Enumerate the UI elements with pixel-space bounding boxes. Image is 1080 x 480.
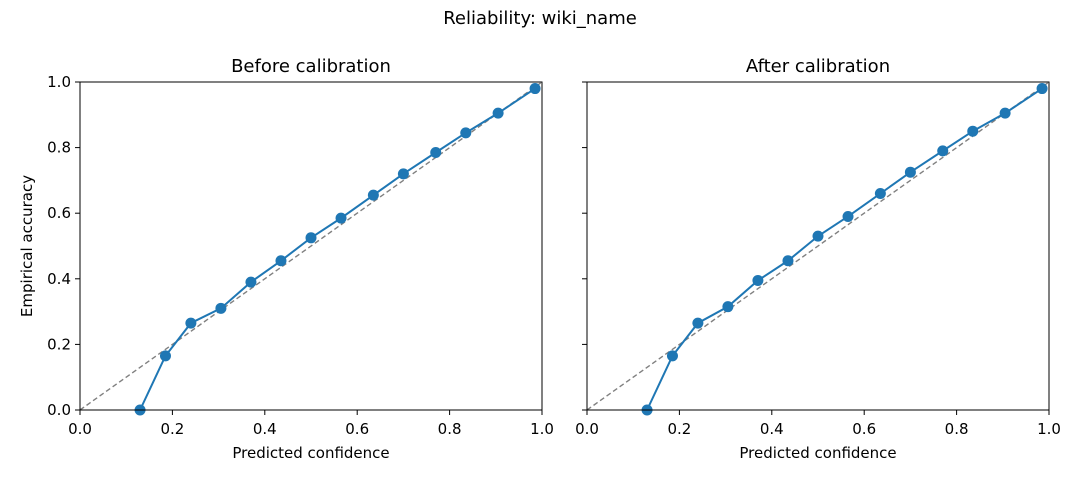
data-point <box>215 302 227 314</box>
data-point <box>692 317 704 329</box>
data-point <box>335 212 347 224</box>
data-point <box>430 147 442 159</box>
x-tick-label: 0.8 <box>945 420 969 438</box>
panel-title: Before calibration <box>231 56 391 77</box>
figure-title: Reliability: wiki_name <box>443 8 637 29</box>
x-tick-label: 0.0 <box>68 420 92 438</box>
data-point <box>245 276 257 288</box>
y-tick-label: 0.6 <box>47 204 71 222</box>
y-tick-label: 0.4 <box>47 270 71 288</box>
data-point <box>367 189 379 201</box>
x-tick-label: 0.6 <box>345 420 369 438</box>
plot-frame <box>586 81 1050 411</box>
x-tick-label: 0.8 <box>438 420 462 438</box>
x-tick-label: 0.6 <box>852 420 876 438</box>
panel-title: After calibration <box>746 56 890 77</box>
data-point <box>397 168 409 180</box>
data-point <box>666 350 678 362</box>
data-point <box>1036 83 1048 95</box>
y-axis-label: Empirical accuracy <box>18 175 36 317</box>
data-point <box>529 83 541 95</box>
reliability-curve <box>646 87 1043 411</box>
plot-frame <box>79 81 543 411</box>
data-point <box>722 301 734 313</box>
data-point <box>185 317 197 329</box>
data-point <box>937 145 949 157</box>
x-tick-label: 0.0 <box>575 420 599 438</box>
data-point <box>492 107 504 119</box>
data-point <box>305 232 317 244</box>
y-tick-label: 0.0 <box>47 401 71 419</box>
y-tick-label: 0.8 <box>47 139 71 157</box>
panel-after-calibration: After calibration Predicted confidence 0… <box>575 56 1061 462</box>
data-point <box>812 230 824 242</box>
data-point <box>904 166 916 178</box>
x-tick-label: 0.4 <box>253 420 277 438</box>
data-point <box>275 255 287 267</box>
x-tick-label: 1.0 <box>1037 420 1061 438</box>
x-tick-label: 1.0 <box>530 420 554 438</box>
reliability-curve <box>139 87 536 411</box>
perfect-calibration-line <box>586 81 1050 411</box>
x-axis-label: Predicted confidence <box>232 444 389 462</box>
x-tick-label: 0.4 <box>760 420 784 438</box>
data-point <box>782 255 794 267</box>
y-tick-label: 1.0 <box>47 73 71 91</box>
data-point <box>842 210 854 222</box>
data-point <box>752 274 764 286</box>
x-tick-label: 0.2 <box>160 420 184 438</box>
data-point <box>159 350 171 362</box>
y-tick-label: 0.2 <box>47 335 71 353</box>
x-tick-label: 0.2 <box>667 420 691 438</box>
data-point <box>967 125 979 137</box>
data-point <box>999 107 1011 119</box>
x-axis-label: Predicted confidence <box>739 444 896 462</box>
panel-before-calibration: Before calibration Predicted confidence … <box>18 56 554 462</box>
data-point <box>460 127 472 139</box>
data-point <box>874 188 886 200</box>
